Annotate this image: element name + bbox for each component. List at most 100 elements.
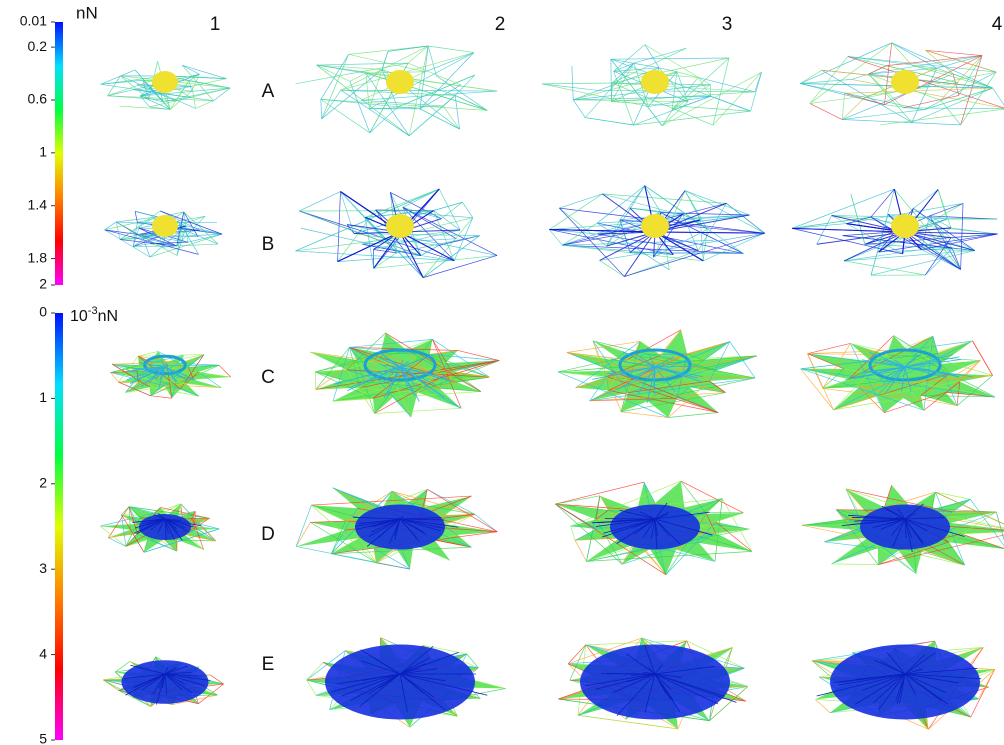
mesh-edge — [361, 217, 473, 245]
mesh-edge — [960, 203, 964, 270]
mesh-edge — [868, 65, 887, 75]
mesh-edge — [198, 371, 222, 388]
mesh-edge — [923, 336, 934, 411]
mesh-edge — [557, 354, 634, 373]
mesh-edge — [644, 44, 711, 86]
mesh-edge — [566, 341, 641, 353]
mesh-edge — [633, 110, 751, 126]
core-fibre — [872, 673, 906, 704]
mesh-edge — [315, 369, 347, 373]
mesh-edge — [348, 45, 429, 55]
core-fibre — [640, 511, 656, 520]
mesh-edge — [419, 52, 475, 110]
core-fibre — [350, 673, 401, 702]
core-fibre — [904, 518, 913, 552]
mesh-spike — [654, 231, 765, 234]
mesh-edge — [160, 210, 223, 235]
core-fibre — [164, 673, 168, 694]
mesh-edge — [332, 360, 500, 402]
mesh-edge — [913, 189, 939, 209]
mesh-edge — [884, 42, 893, 105]
mesh-panel — [800, 335, 996, 413]
mesh-edge — [831, 215, 903, 255]
core-fibre — [904, 673, 959, 684]
mesh-edge — [342, 379, 374, 399]
mesh-spike — [904, 231, 976, 252]
mesh-edge — [835, 509, 855, 530]
mesh-edge — [191, 78, 227, 87]
core-fibre — [126, 366, 166, 381]
core-fibre — [160, 359, 166, 368]
mesh-edge — [754, 72, 762, 92]
core-fibre — [154, 514, 166, 520]
mesh-edge — [689, 386, 726, 393]
core-fibre — [654, 673, 674, 701]
mesh-edge — [950, 227, 998, 235]
mesh-edge — [128, 506, 138, 525]
mesh-edge — [923, 87, 993, 111]
mesh-edge — [809, 56, 849, 104]
mesh-edge — [315, 360, 500, 390]
mesh-edge — [391, 490, 475, 515]
core-fibre — [904, 512, 916, 520]
mesh-edge — [321, 54, 349, 120]
mesh-edge — [429, 353, 490, 378]
mesh-panel — [801, 484, 1004, 574]
mesh-edge — [633, 47, 687, 64]
row-label: C — [261, 367, 275, 388]
mesh-edge — [373, 548, 377, 563]
mesh-spike — [654, 214, 750, 233]
core-fibre — [621, 351, 656, 368]
mesh-edge — [188, 367, 194, 380]
mesh-edge — [374, 407, 462, 414]
nucleus — [386, 70, 414, 94]
core-fibre — [359, 673, 401, 707]
mesh-edge — [422, 217, 474, 278]
mesh-edge — [454, 95, 488, 111]
mesh-edge — [361, 238, 457, 245]
mesh-edge — [402, 188, 440, 208]
mesh-edge — [684, 190, 750, 216]
core-fibre — [164, 671, 192, 675]
core-ring — [868, 348, 942, 382]
mesh-edge — [104, 229, 139, 235]
mesh-edge — [956, 381, 961, 406]
core-fibre — [854, 673, 906, 705]
core-fibre — [864, 518, 906, 524]
mesh-edge — [850, 343, 941, 365]
mesh-panel — [800, 42, 1004, 126]
mesh-edge — [311, 504, 377, 564]
core-fibre — [164, 673, 199, 677]
mesh-edge — [750, 72, 762, 112]
mesh-edge — [706, 513, 716, 534]
mesh-edge — [870, 214, 889, 276]
mesh-edge — [568, 637, 642, 665]
mesh-edge — [846, 216, 871, 224]
mesh-edge — [295, 504, 312, 547]
mesh-edge — [218, 365, 231, 378]
mesh-edge — [295, 522, 311, 547]
mesh-edge — [164, 367, 189, 387]
core-fibre — [891, 518, 906, 536]
mesh-edge — [949, 373, 996, 398]
mesh-edge — [299, 210, 455, 262]
mesh-edge — [433, 210, 461, 231]
mesh-edge — [104, 221, 117, 231]
core-fibre — [619, 509, 656, 520]
core-fibre — [399, 366, 448, 379]
mesh-edge — [687, 353, 704, 361]
mesh-spike — [816, 231, 906, 245]
mesh-edge — [555, 503, 609, 511]
mesh-edge — [542, 83, 599, 91]
core-fibre — [904, 673, 982, 680]
mesh-edge — [160, 507, 210, 519]
mesh-edge — [698, 77, 755, 93]
core-fibre — [862, 359, 906, 368]
mesh-edge — [822, 343, 851, 389]
mesh-edge — [710, 95, 751, 112]
mesh-edge — [945, 360, 981, 393]
mesh-edge — [134, 211, 138, 223]
mesh-edge — [884, 55, 983, 105]
mesh-spike — [399, 231, 455, 262]
